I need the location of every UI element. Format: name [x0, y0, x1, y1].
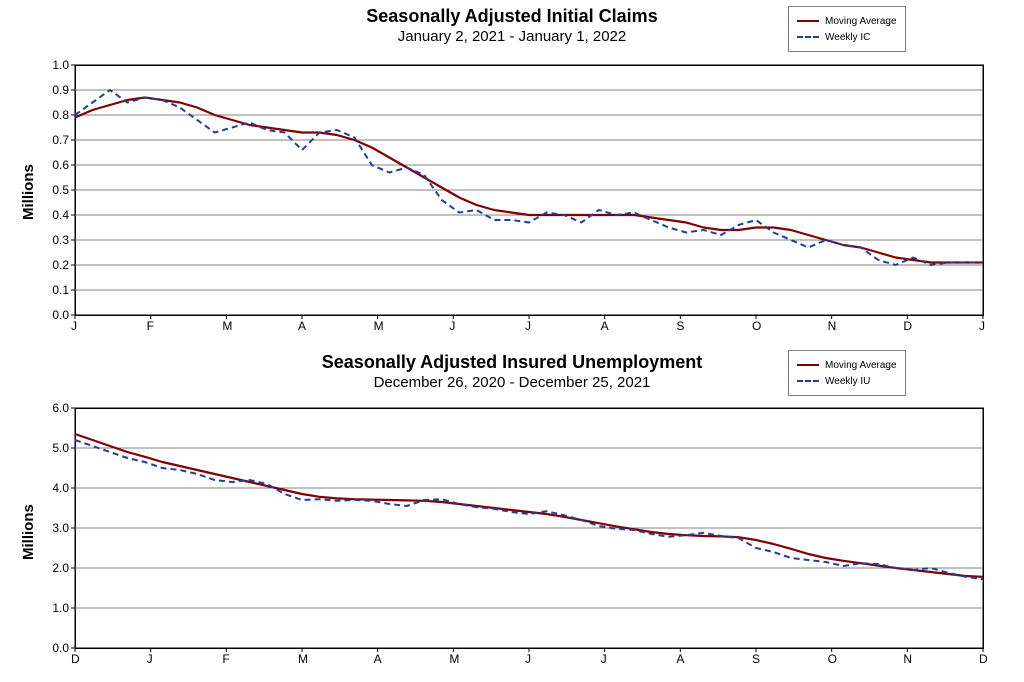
ytick-label: 0.9: [39, 83, 69, 97]
ytick-label: 1.0: [39, 58, 69, 72]
xtick-label: M: [298, 652, 308, 666]
xtick-label: S: [676, 319, 684, 333]
chart1-legend: Moving Average Weekly IC: [788, 6, 906, 52]
ytick-label: 3.0: [39, 521, 69, 535]
xtick-label: O: [752, 319, 761, 333]
ytick-label: 0.1: [39, 283, 69, 297]
legend-label: Moving Average: [825, 16, 897, 27]
legend-item: Moving Average: [797, 357, 897, 373]
xtick-label: D: [71, 652, 80, 666]
legend-swatch: [797, 20, 819, 22]
ytick-label: 0.0: [39, 641, 69, 655]
ytick-label: 0.8: [39, 108, 69, 122]
xtick-label: S: [752, 652, 760, 666]
ytick-label: 0.5: [39, 183, 69, 197]
ytick-label: 0.6: [39, 158, 69, 172]
xtick-label: J: [601, 652, 607, 666]
legend-label: Moving Average: [825, 360, 897, 371]
ytick-label: 2.0: [39, 561, 69, 575]
ytick-label: 6.0: [39, 401, 69, 415]
chart1-plot: [75, 65, 983, 315]
ytick-label: 1.0: [39, 601, 69, 615]
xtick-label: A: [601, 319, 609, 333]
xtick-label: N: [828, 319, 837, 333]
xtick-label: M: [222, 319, 232, 333]
xtick-label: J: [979, 319, 985, 333]
xtick-label: O: [828, 652, 837, 666]
legend-label: Weekly IC: [825, 32, 870, 43]
chart1-ylabel: Millions: [20, 164, 37, 220]
xtick-label: J: [525, 319, 531, 333]
xtick-label: F: [147, 319, 154, 333]
ytick-label: 5.0: [39, 441, 69, 455]
ytick-label: 0.0: [39, 308, 69, 322]
xtick-label: J: [449, 319, 455, 333]
ytick-label: 0.4: [39, 208, 69, 222]
xtick-label: D: [979, 652, 988, 666]
legend-item: Weekly IU: [797, 373, 897, 389]
ytick-label: 0.7: [39, 133, 69, 147]
chart2-plot: [75, 408, 983, 648]
legend-item: Moving Average: [797, 13, 897, 29]
xtick-label: A: [676, 652, 684, 666]
xtick-label: J: [525, 652, 531, 666]
legend-swatch: [797, 364, 819, 366]
ytick-label: 4.0: [39, 481, 69, 495]
xtick-label: J: [71, 319, 77, 333]
xtick-label: F: [222, 652, 229, 666]
xtick-label: D: [903, 319, 912, 333]
ytick-label: 0.3: [39, 233, 69, 247]
legend-label: Weekly IU: [825, 376, 870, 387]
ytick-label: 0.2: [39, 258, 69, 272]
xtick-label: A: [298, 319, 306, 333]
chart2-legend: Moving Average Weekly IU: [788, 350, 906, 396]
xtick-label: A: [374, 652, 382, 666]
xtick-label: J: [147, 652, 153, 666]
legend-swatch: [797, 380, 819, 382]
xtick-label: N: [903, 652, 912, 666]
xtick-label: M: [449, 652, 459, 666]
chart2-ylabel: Millions: [20, 504, 37, 560]
legend-swatch: [797, 36, 819, 38]
legend-item: Weekly IC: [797, 29, 897, 45]
xtick-label: M: [374, 319, 384, 333]
